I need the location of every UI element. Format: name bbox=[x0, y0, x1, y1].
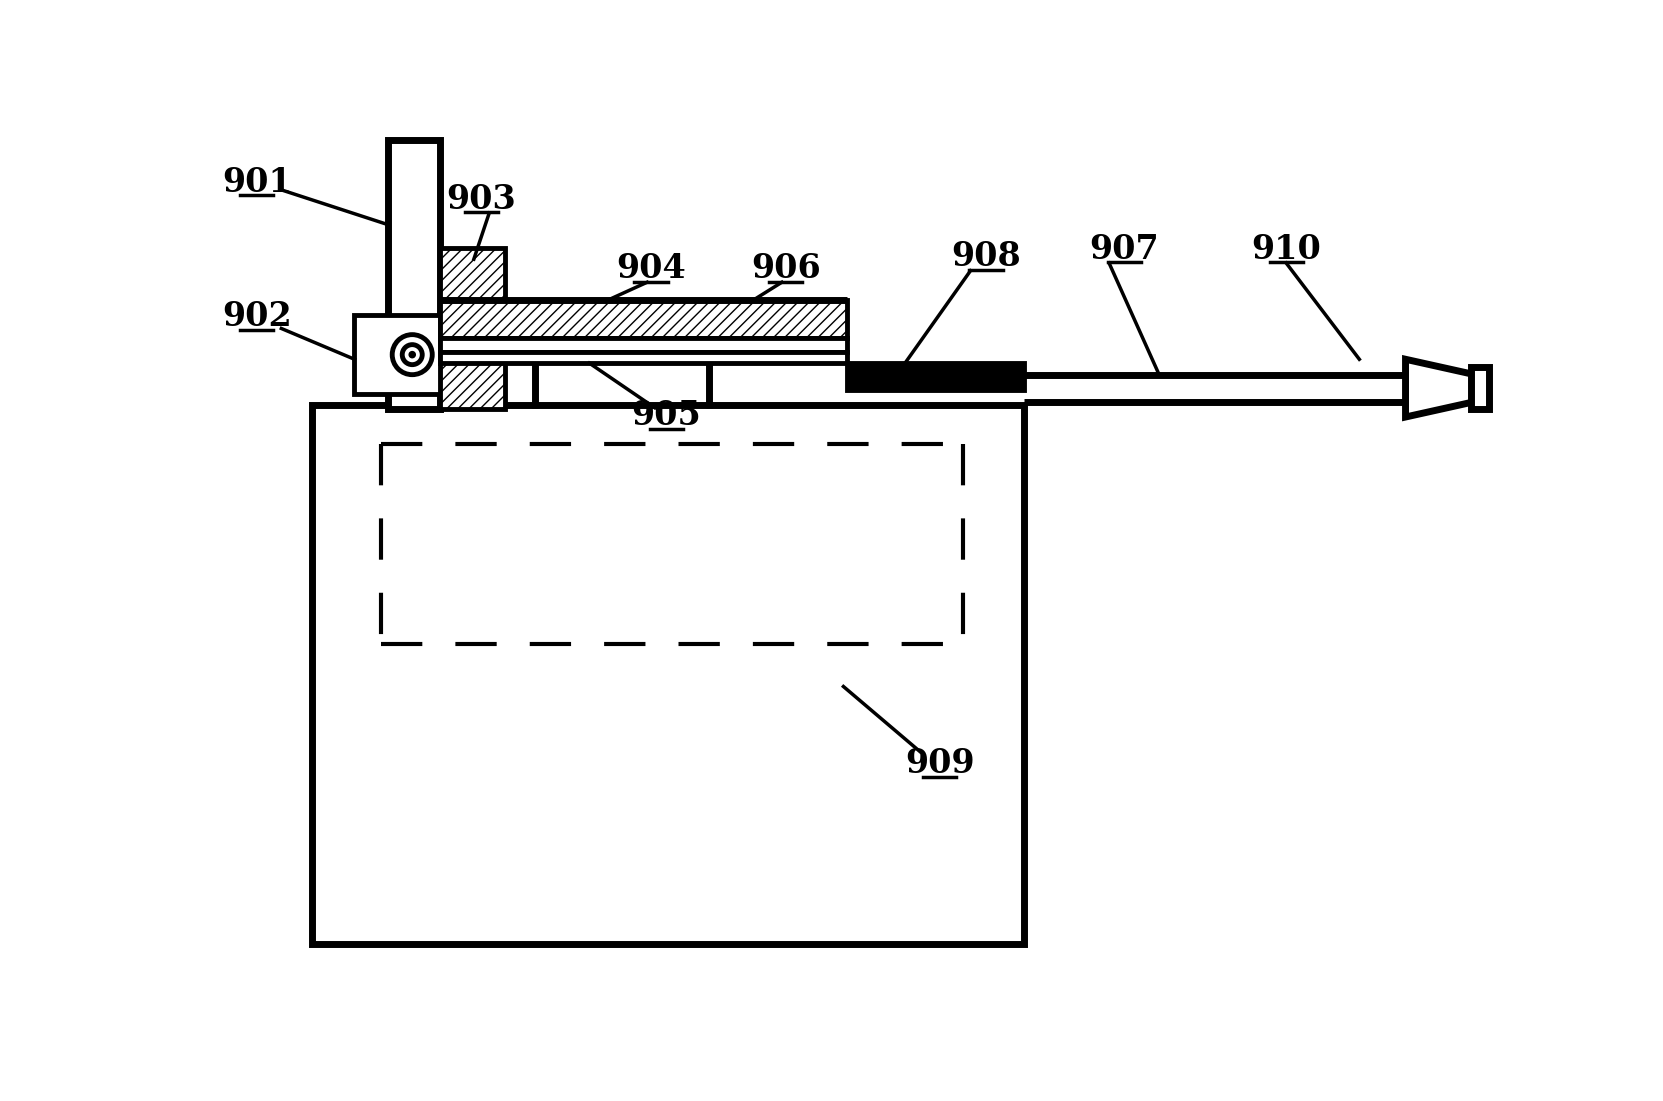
Circle shape bbox=[402, 345, 422, 364]
Text: 909: 909 bbox=[905, 746, 975, 780]
Bar bbox=[441, 338, 846, 351]
Text: 905: 905 bbox=[632, 399, 702, 432]
Text: 902: 902 bbox=[221, 301, 291, 334]
Circle shape bbox=[392, 335, 432, 374]
Bar bbox=[354, 315, 486, 394]
Bar bbox=[441, 351, 846, 363]
Bar bbox=[846, 363, 1024, 390]
Circle shape bbox=[409, 351, 416, 358]
Text: 903: 903 bbox=[447, 183, 517, 216]
Bar bbox=[1472, 367, 1488, 410]
Bar bbox=[441, 248, 504, 410]
Text: 904: 904 bbox=[615, 252, 685, 285]
Bar bbox=[313, 405, 1024, 945]
Bar bbox=[387, 140, 441, 410]
Text: 908: 908 bbox=[951, 240, 1021, 273]
Text: 910: 910 bbox=[1251, 232, 1320, 265]
Text: 907: 907 bbox=[1089, 232, 1159, 265]
Text: 906: 906 bbox=[750, 252, 820, 285]
Text: 901: 901 bbox=[221, 165, 291, 198]
Bar bbox=[441, 299, 846, 338]
Polygon shape bbox=[1405, 359, 1475, 417]
